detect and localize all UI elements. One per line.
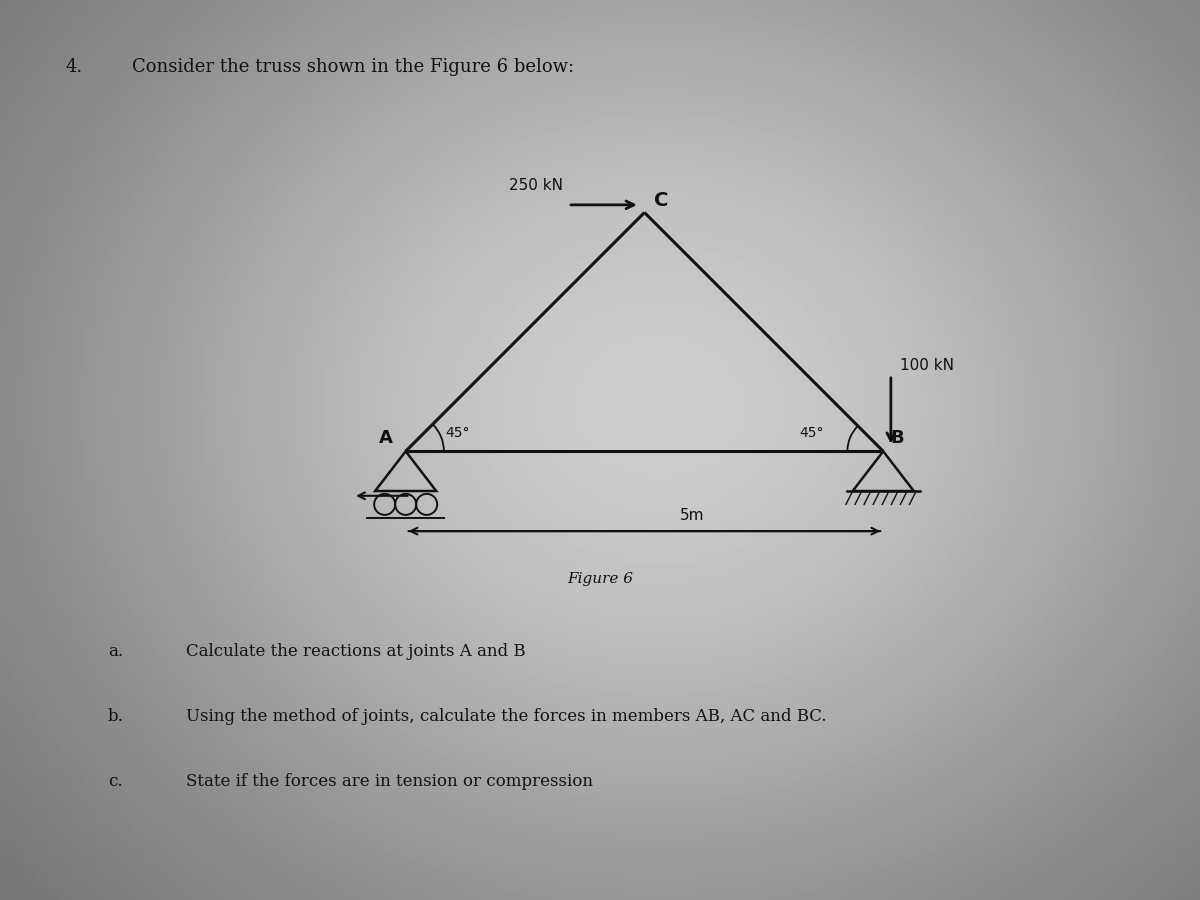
Text: A: A [379, 428, 392, 446]
Text: Figure 6: Figure 6 [568, 572, 634, 586]
Text: State if the forces are in tension or compression: State if the forces are in tension or co… [186, 773, 593, 790]
Text: 4.: 4. [66, 58, 83, 76]
Text: 250 kN: 250 kN [509, 178, 563, 194]
Text: 45°: 45° [445, 426, 470, 440]
Text: b.: b. [108, 708, 124, 725]
Text: a.: a. [108, 644, 124, 661]
Text: Using the method of joints, calculate the forces in members AB, AC and BC.: Using the method of joints, calculate th… [186, 708, 827, 725]
Text: B: B [890, 428, 905, 446]
Text: Calculate the reactions at joints A and B: Calculate the reactions at joints A and … [186, 644, 526, 661]
Text: 5m: 5m [680, 508, 704, 523]
Text: C: C [654, 191, 668, 210]
Text: Consider the truss shown in the Figure 6 below:: Consider the truss shown in the Figure 6… [132, 58, 574, 76]
Text: 45°: 45° [799, 426, 823, 440]
Text: 100 kN: 100 kN [900, 358, 954, 373]
Text: c.: c. [108, 773, 122, 790]
